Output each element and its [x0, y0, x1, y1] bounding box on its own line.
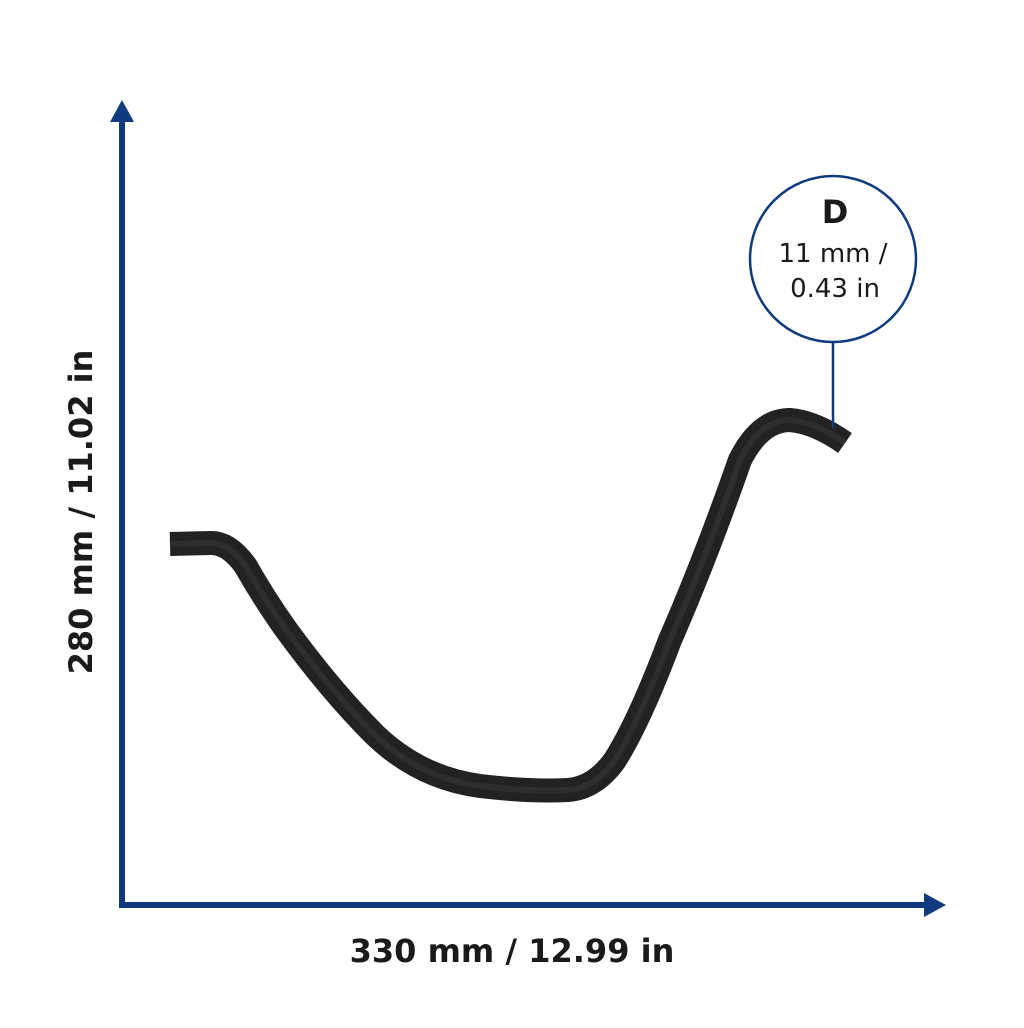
callout-line: 11 mm / [778, 239, 887, 269]
x-arrow [924, 893, 946, 917]
hose-highlight [169, 416, 847, 794]
height-label: 280 mm / 11.02 in [62, 350, 100, 675]
callout-line: 0.43 in [790, 274, 880, 304]
axes [119, 115, 932, 908]
y-arrow [110, 100, 134, 122]
width-label: 330 mm / 12.99 in [350, 932, 675, 970]
callout-letter: D [822, 193, 849, 231]
callout-circle [748, 174, 918, 344]
